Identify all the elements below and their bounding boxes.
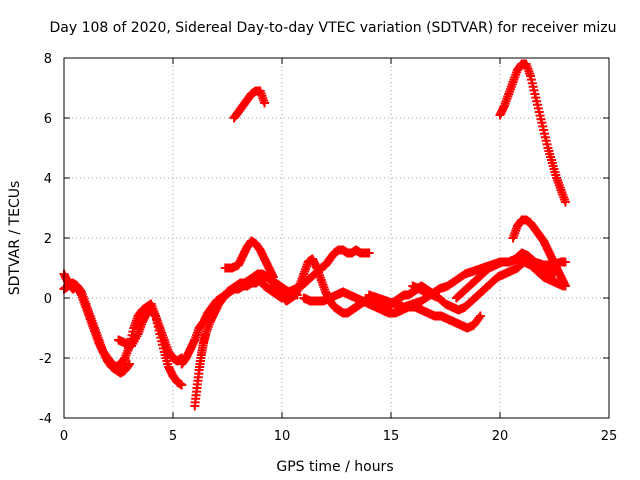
y-tick-label: 6 bbox=[44, 112, 52, 127]
x-tick-label: 15 bbox=[383, 429, 400, 444]
x-tick-label: 20 bbox=[492, 429, 509, 444]
axis-ticks: 0 5 10 15 20 25 -4 -2 0 2 4 6 8 bbox=[39, 52, 617, 444]
data-point bbox=[475, 311, 485, 321]
series-arc-7 bbox=[229, 86, 270, 123]
series-arc-15 bbox=[495, 59, 570, 207]
y-tick-label: -2 bbox=[39, 352, 52, 367]
x-tick-label: 0 bbox=[60, 429, 68, 444]
series-arc-14 bbox=[508, 215, 570, 291]
data-point bbox=[364, 248, 374, 258]
chart-title: Day 108 of 2020, Sidereal Day-to-day VTE… bbox=[50, 20, 617, 36]
y-tick-label: 2 bbox=[44, 232, 52, 247]
data-point bbox=[177, 380, 187, 390]
series-arc-13 bbox=[451, 248, 559, 303]
data-point bbox=[560, 281, 570, 291]
y-tick-label: 4 bbox=[44, 172, 52, 187]
data-points bbox=[59, 59, 570, 411]
data-point bbox=[560, 197, 570, 207]
data-point bbox=[560, 257, 570, 267]
data-point bbox=[260, 98, 270, 108]
series-arc-3 bbox=[114, 305, 187, 366]
x-tick-label: 10 bbox=[274, 429, 291, 444]
series-arc-6 bbox=[220, 236, 278, 282]
x-tick-label: 25 bbox=[601, 429, 618, 444]
series-arc-9 bbox=[277, 245, 374, 297]
grid-lines bbox=[64, 58, 609, 418]
data-point bbox=[124, 359, 134, 369]
x-tick-label: 5 bbox=[169, 429, 177, 444]
y-tick-label: 0 bbox=[44, 292, 52, 307]
x-axis-label: GPS time / hours bbox=[276, 459, 393, 475]
y-tick-label: -4 bbox=[39, 412, 52, 427]
y-tick-label: 8 bbox=[44, 52, 52, 67]
y-axis-label: SDTVAR / TECUs bbox=[7, 181, 23, 296]
